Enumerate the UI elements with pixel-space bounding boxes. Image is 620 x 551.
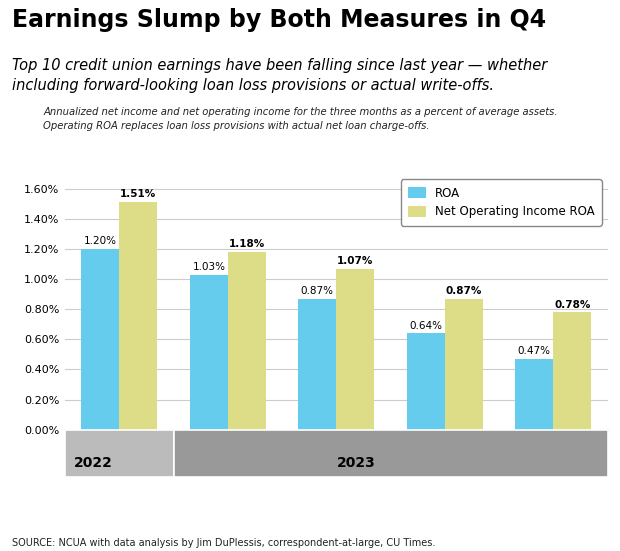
Text: 0.78%: 0.78%: [554, 300, 590, 310]
Text: 1.18%: 1.18%: [229, 239, 265, 249]
Text: 2023: 2023: [337, 456, 375, 469]
Text: Earnings Slump by Both Measures in Q4: Earnings Slump by Both Measures in Q4: [12, 8, 546, 33]
Bar: [298, 299, 336, 430]
Text: 2022: 2022: [74, 456, 113, 469]
Text: Top 10 credit union earnings have been falling since last year — whether
includi: Top 10 credit union earnings have been f…: [12, 58, 547, 93]
Legend: ROA, Net Operating Income ROA: ROA, Net Operating Income ROA: [401, 180, 601, 225]
Bar: [119, 202, 157, 430]
Bar: [81, 249, 119, 430]
Text: 0.87%: 0.87%: [446, 286, 482, 296]
Text: 0.87%: 0.87%: [301, 286, 334, 296]
Text: 0.64%: 0.64%: [409, 321, 442, 331]
Text: 1.07%: 1.07%: [337, 256, 373, 266]
Bar: [515, 359, 553, 430]
Bar: [190, 274, 228, 430]
Bar: [445, 299, 483, 430]
Text: SOURCE: NCUA with data analysis by Jim DuPlessis, correspondent-at-large, CU Tim: SOURCE: NCUA with data analysis by Jim D…: [12, 538, 436, 548]
Bar: [228, 252, 266, 430]
Text: 1.51%: 1.51%: [120, 190, 156, 199]
Text: 1.20%: 1.20%: [84, 236, 117, 246]
Text: Annualized net income and net operating income for the three months as a percent: Annualized net income and net operating …: [43, 107, 558, 131]
Text: 0.47%: 0.47%: [518, 346, 551, 356]
Text: 1.03%: 1.03%: [192, 262, 225, 272]
Bar: [336, 268, 374, 430]
Bar: [407, 333, 445, 430]
Bar: [554, 312, 591, 430]
